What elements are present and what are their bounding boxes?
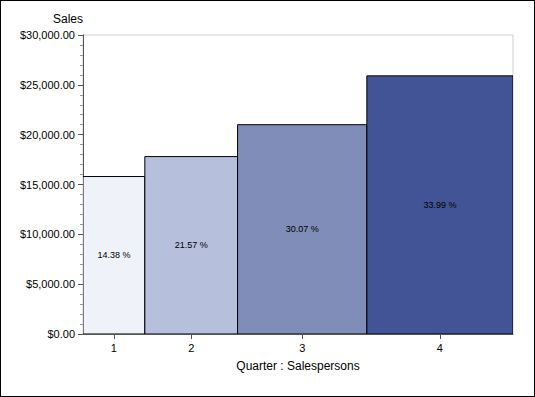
svg-text:Sales: Sales	[53, 12, 83, 26]
svg-text:30.07 %: 30.07 %	[286, 224, 319, 234]
svg-text:14.38 %: 14.38 %	[97, 250, 130, 260]
svg-text:21.57 %: 21.57 %	[175, 240, 208, 250]
svg-text:$15,000.00: $15,000.00	[20, 179, 75, 191]
svg-text:33.99 %: 33.99 %	[423, 200, 456, 210]
svg-text:$5,000.00: $5,000.00	[26, 278, 75, 290]
svg-text:$20,000.00: $20,000.00	[20, 129, 75, 141]
svg-text:$25,000.00: $25,000.00	[20, 79, 75, 91]
svg-text:Quarter : Salespersons: Quarter : Salespersons	[236, 359, 359, 373]
svg-text:$10,000.00: $10,000.00	[20, 228, 75, 240]
svg-text:1: 1	[111, 342, 117, 354]
svg-text:2: 2	[188, 342, 194, 354]
svg-text:$0.00: $0.00	[47, 328, 75, 340]
svg-text:$30,000.00: $30,000.00	[20, 29, 75, 41]
svg-text:4: 4	[437, 342, 443, 354]
svg-text:3: 3	[299, 342, 305, 354]
